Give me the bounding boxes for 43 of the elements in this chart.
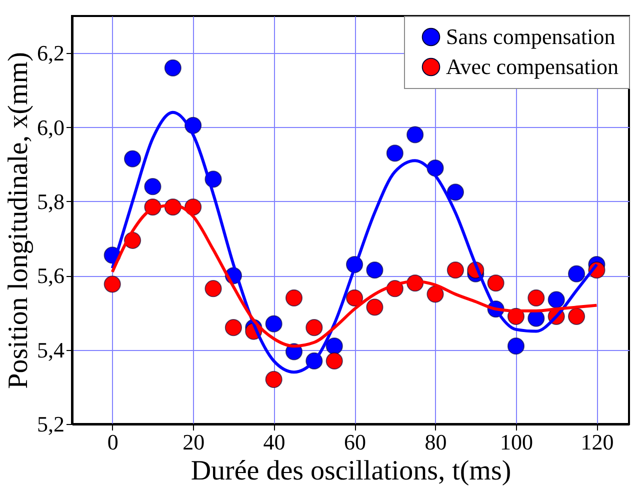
x-tick-label: 100 <box>500 430 533 454</box>
point <box>104 276 121 293</box>
point <box>164 59 182 76</box>
legend-label: Avec compensation <box>446 54 618 79</box>
point <box>346 289 364 306</box>
point <box>285 289 303 306</box>
point <box>124 150 142 168</box>
point <box>326 338 343 355</box>
y-axis-title: Position longitudinale, x(mm) <box>3 52 34 389</box>
point <box>366 262 384 279</box>
point <box>144 178 162 196</box>
x-tick-label: 60 <box>344 430 366 454</box>
point <box>528 289 545 306</box>
y-tick-label: 5,2 <box>37 412 64 436</box>
point <box>507 338 525 355</box>
x-tick-label: 80 <box>424 430 447 454</box>
point <box>265 315 282 332</box>
point <box>366 298 384 316</box>
point <box>265 370 282 388</box>
legend-label: Sans compensation <box>446 24 616 49</box>
y-tick-label: 6,0 <box>37 114 64 140</box>
point <box>548 291 565 308</box>
x-tick-label: 20 <box>182 430 205 454</box>
point <box>306 319 323 336</box>
point <box>568 308 586 325</box>
point <box>326 352 343 370</box>
point <box>386 144 404 162</box>
point <box>406 126 424 144</box>
point <box>446 262 464 279</box>
x-tick-label: 120 <box>580 430 614 454</box>
x-tick-label: 0 <box>107 430 118 454</box>
x-tick-label: 40 <box>263 430 286 454</box>
point <box>487 274 504 292</box>
y-tick-label: 5,6 <box>37 263 64 288</box>
x-axis-title: Durée des oscillations, t(ms) <box>190 456 512 486</box>
y-tick-label: 5,8 <box>37 188 64 214</box>
point <box>446 184 464 201</box>
y-tick-label: 6,2 <box>37 40 64 66</box>
point <box>426 286 444 303</box>
point <box>204 280 222 298</box>
point <box>224 319 242 336</box>
point <box>568 265 586 282</box>
y-tick-label: 5,4 <box>37 337 64 362</box>
